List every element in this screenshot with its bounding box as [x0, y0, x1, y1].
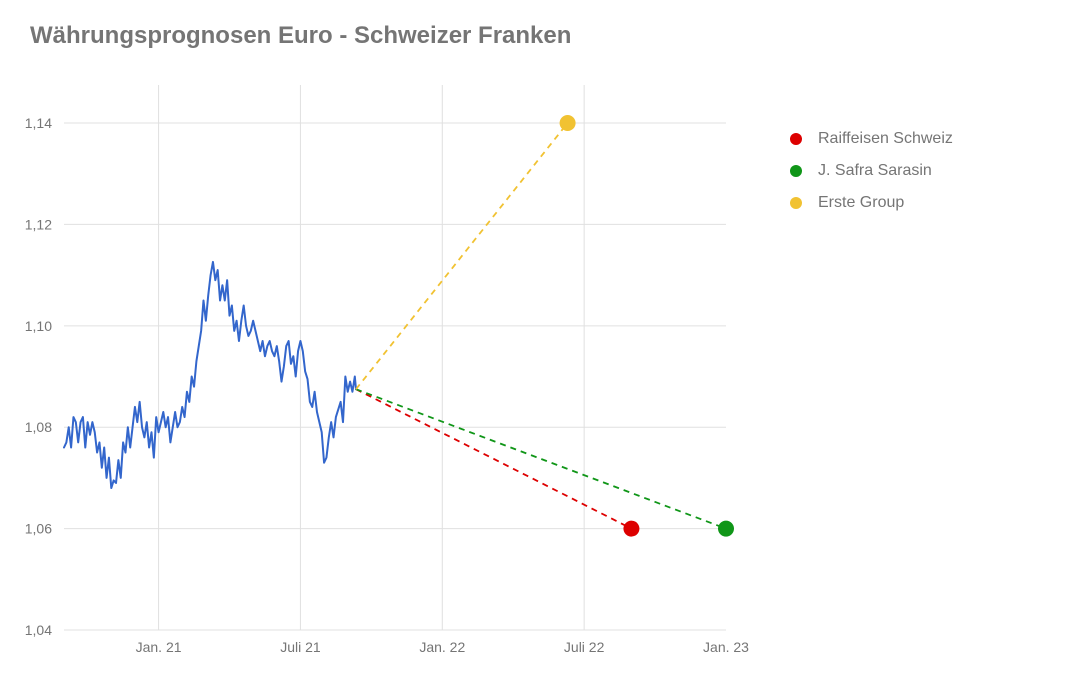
y-tick-label: 1,04: [25, 622, 52, 638]
forecast-point-erste: [560, 115, 576, 131]
chart-title: Währungsprognosen Euro - Schweizer Frank…: [30, 22, 571, 50]
legend-dot-icon: [790, 165, 802, 177]
y-tick-label: 1,10: [25, 318, 52, 334]
forecast-point-sarasin: [718, 521, 734, 537]
y-tick-label: 1,12: [25, 216, 52, 232]
legend-item-sarasin: J. Safra Sarasin: [790, 162, 953, 180]
x-tick-label: Juli 21: [280, 639, 321, 655]
chart-svg: Jan. 21Juli 21Jan. 22Juli 22Jan. 23 1,04…: [64, 85, 726, 630]
x-axis-labels: Jan. 21 Juli 21 Jan. 22 Juli 22 Jan. 23: [136, 639, 750, 655]
legend-item-erste: Erste Group: [790, 194, 953, 212]
legend: Raiffeisen Schweiz J. Safra Sarasin Erste …: [790, 130, 953, 226]
y-tick-label: 1,08: [25, 419, 52, 435]
legend-item-raiffeisen: Raiffeisen Schweiz: [790, 130, 953, 148]
legend-dot-icon: [790, 197, 802, 209]
forecast-point-raiffeisen: [623, 521, 639, 537]
grid-layer: [64, 85, 726, 630]
chart-container: Währungsprognosen Euro - Schweizer Frank…: [0, 0, 1086, 685]
y-axis-labels: 1,04 1,06 1,08 1,10 1,12 1,14: [25, 115, 52, 638]
x-tick-label: Jan. 21: [136, 639, 182, 655]
historical-series: [64, 262, 356, 488]
legend-dot-icon: [790, 133, 802, 145]
x-tick-label: Jan. 23: [703, 639, 749, 655]
y-tick-label: 1,14: [25, 115, 52, 131]
forecast-line-raiffeisen: [356, 389, 631, 528]
x-tick-label: Jan. 22: [419, 639, 465, 655]
legend-label: Raiffeisen Schweiz: [818, 130, 953, 148]
legend-label: J. Safra Sarasin: [818, 162, 932, 180]
legend-label: Erste Group: [818, 194, 904, 212]
historical-line-layer: [64, 262, 356, 488]
plot-area: Jan. 21Juli 21Jan. 22Juli 22Jan. 23 1,04…: [64, 85, 726, 630]
x-tick-label: Juli 22: [564, 639, 605, 655]
y-tick-label: 1,06: [25, 521, 52, 537]
forecast-line-erste: [356, 123, 568, 389]
forecast-line-sarasin: [356, 389, 726, 528]
